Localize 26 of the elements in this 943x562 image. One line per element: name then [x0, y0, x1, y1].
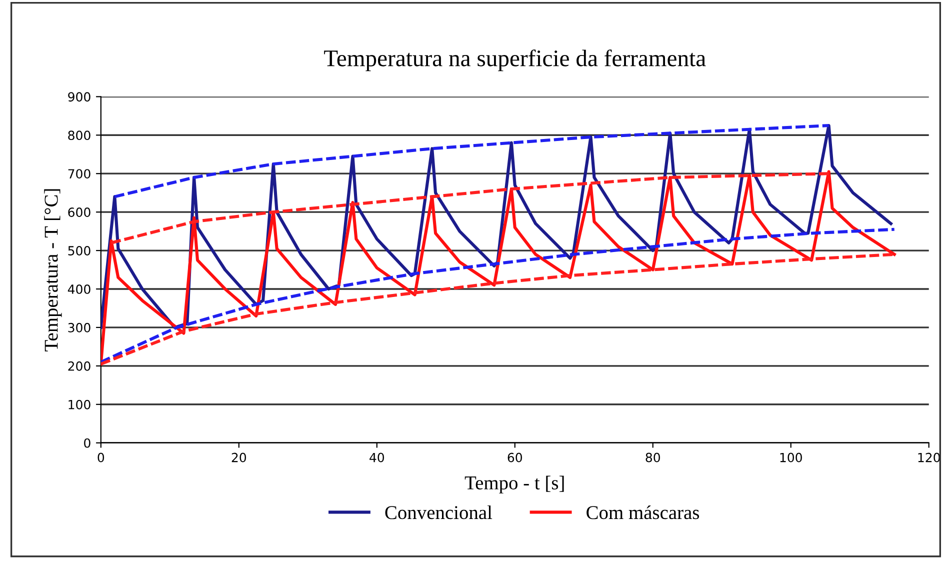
y-axis-title: Temperatura - T [°C] — [44, 189, 62, 352]
y-tick-label: 400 — [68, 284, 90, 294]
x-tick-label: 60 — [508, 452, 522, 462]
x-tick-label: 100 — [780, 452, 802, 462]
y-tick-label: 900 — [68, 92, 90, 102]
line-series — [113, 124, 830, 198]
x-axis-title: Tempo - t [s] — [464, 476, 564, 494]
y-tick-label: 0 — [84, 438, 90, 448]
y-tick-label: 300 — [68, 322, 90, 332]
line-series — [100, 170, 896, 366]
x-tick-label: 0 — [98, 452, 104, 462]
x-tick-label: 80 — [646, 452, 660, 462]
y-tick-label: 700 — [68, 169, 90, 179]
y-tick-label: 800 — [68, 130, 90, 140]
x-tick-label: 20 — [232, 452, 246, 462]
line-series — [100, 228, 896, 364]
legend-label: Com máscaras — [586, 505, 700, 520]
y-tick-label: 600 — [68, 208, 90, 217]
chart-title: Temperatura na superficie da ferramenta — [324, 49, 706, 72]
x-tick-label: 120 — [918, 452, 940, 462]
y-tick-label: 500 — [68, 246, 90, 256]
x-tick-label: 40 — [370, 452, 384, 462]
y-tick-label: 100 — [68, 400, 90, 410]
y-tick-label: 200 — [68, 361, 90, 371]
line-series — [110, 172, 830, 244]
legend-label: Convencional — [385, 505, 492, 520]
